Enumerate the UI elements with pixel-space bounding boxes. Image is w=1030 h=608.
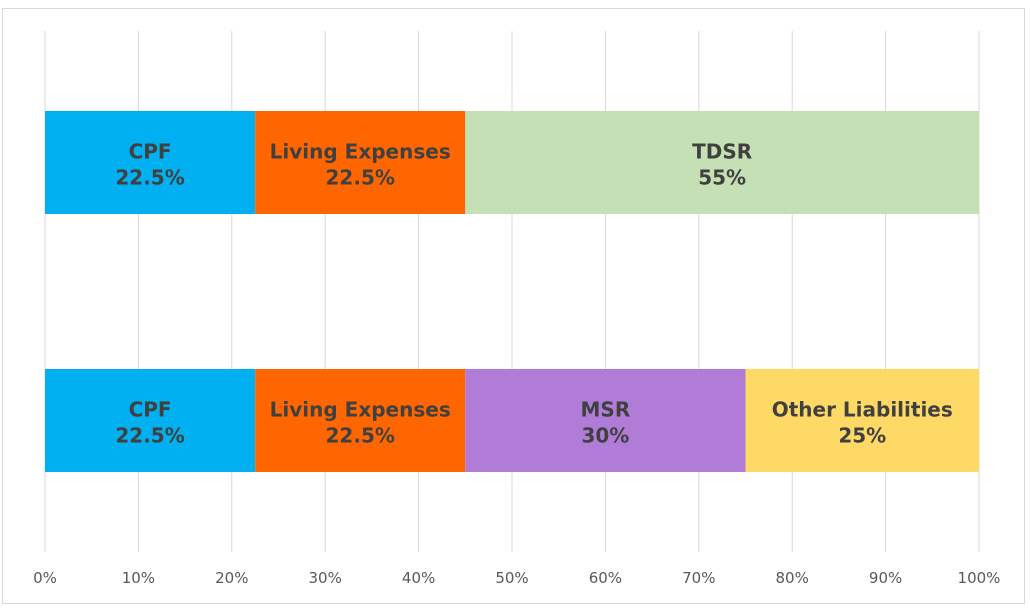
bar-segment xyxy=(45,369,256,472)
segment-name-label: CPF xyxy=(129,140,172,164)
bar-segment xyxy=(255,111,466,214)
x-tick-label: 60% xyxy=(589,569,622,587)
bar-segment xyxy=(465,369,746,472)
bars xyxy=(45,111,979,472)
segment-name-label: TDSR xyxy=(692,140,752,164)
x-tick-label: 100% xyxy=(958,569,1001,587)
segment-name-label: Other Liabilities xyxy=(772,398,953,422)
segment-value-label: 22.5% xyxy=(115,424,184,448)
segment-name-label: Living Expenses xyxy=(270,140,451,164)
segment-value-label: 55% xyxy=(698,166,746,190)
segment-value-label: 22.5% xyxy=(115,166,184,190)
segment-value-label: 30% xyxy=(581,424,629,448)
segment-name-label: Living Expenses xyxy=(270,398,451,422)
segment-name-label: MSR xyxy=(581,398,631,422)
segment-value-label: 22.5% xyxy=(326,424,395,448)
gridlines xyxy=(44,31,980,552)
x-tick-label: 40% xyxy=(402,569,435,587)
segment-value-label: 22.5% xyxy=(326,166,395,190)
segment-value-label: 25% xyxy=(838,424,886,448)
x-tick-label: 70% xyxy=(682,569,715,587)
segment-name-label: CPF xyxy=(129,398,172,422)
x-tick-label: 30% xyxy=(309,569,342,587)
x-tick-label: 50% xyxy=(495,569,528,587)
x-tick-label: 10% xyxy=(122,569,155,587)
bar-segment xyxy=(45,111,256,214)
x-axis-tick-labels: 0% 10% 20% 30% 40% 50% 60% 70% 80% 90% 100% xyxy=(33,569,1000,587)
x-tick-label: 90% xyxy=(869,569,902,587)
bar-segment xyxy=(465,111,979,214)
chart-frame: CPF 22.5% Living Expenses 22.5% TDSR 55% CPF 22… xyxy=(2,8,1025,604)
x-tick-label: 0% xyxy=(33,569,57,587)
x-tick-label: 80% xyxy=(776,569,809,587)
x-tick-label: 20% xyxy=(215,569,248,587)
bar-segment xyxy=(255,369,466,472)
bar-segment xyxy=(745,369,979,472)
